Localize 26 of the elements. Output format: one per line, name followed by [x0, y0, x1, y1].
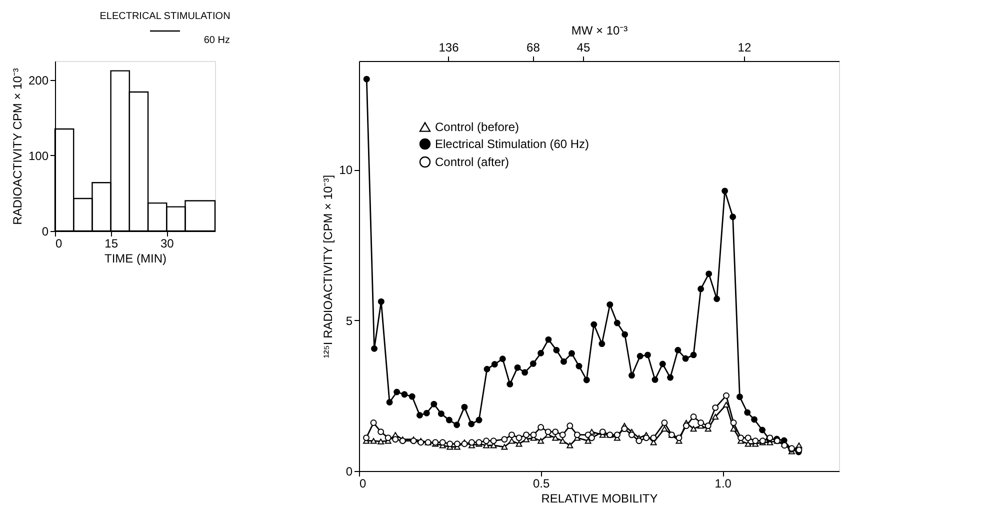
x-tick-label: 0 [360, 476, 366, 490]
legend-label: Electrical Stimulation (60 Hz) [435, 137, 590, 151]
x2-tick-label: 136 [438, 40, 460, 54]
legend-label: Control (before) [435, 120, 520, 134]
y-tick-label: 100 [28, 148, 49, 163]
y-tick-label: 0 [346, 464, 353, 478]
y-axis-title: ¹²⁵I RADIOACTIVITY [CPM × 10⁻³] [321, 174, 336, 358]
x-axis-title: TIME (MIN) [104, 252, 166, 266]
x2-tick-label: 68 [526, 40, 540, 54]
x-axis-title: RELATIVE MOBILITY [541, 492, 658, 506]
x-tick-label: 0 [56, 236, 62, 250]
x2-tick-label: 45 [576, 40, 590, 54]
x-tick-label: 1.0 [714, 476, 732, 490]
text: 60 Hz [204, 35, 230, 46]
x2-axis-title: MW × 10⁻³ [571, 24, 628, 38]
x-tick-label: 30 [160, 236, 174, 250]
legend-label: Control (after) [435, 155, 510, 169]
y-axis-title: RADIOACTIVITY CPM × 10⁻³ [10, 68, 24, 225]
x-tick-label: 0.5 [532, 476, 550, 490]
y-tick-label: 5 [346, 314, 353, 328]
y-tick-label: 10 [339, 163, 353, 178]
x-tick-label: 15 [104, 236, 118, 250]
y-tick-label: 0 [42, 224, 49, 238]
x2-tick-label: 12 [738, 40, 752, 54]
text: ELECTRICAL STIMULATION [100, 11, 230, 22]
y-tick-label: 200 [28, 73, 49, 88]
